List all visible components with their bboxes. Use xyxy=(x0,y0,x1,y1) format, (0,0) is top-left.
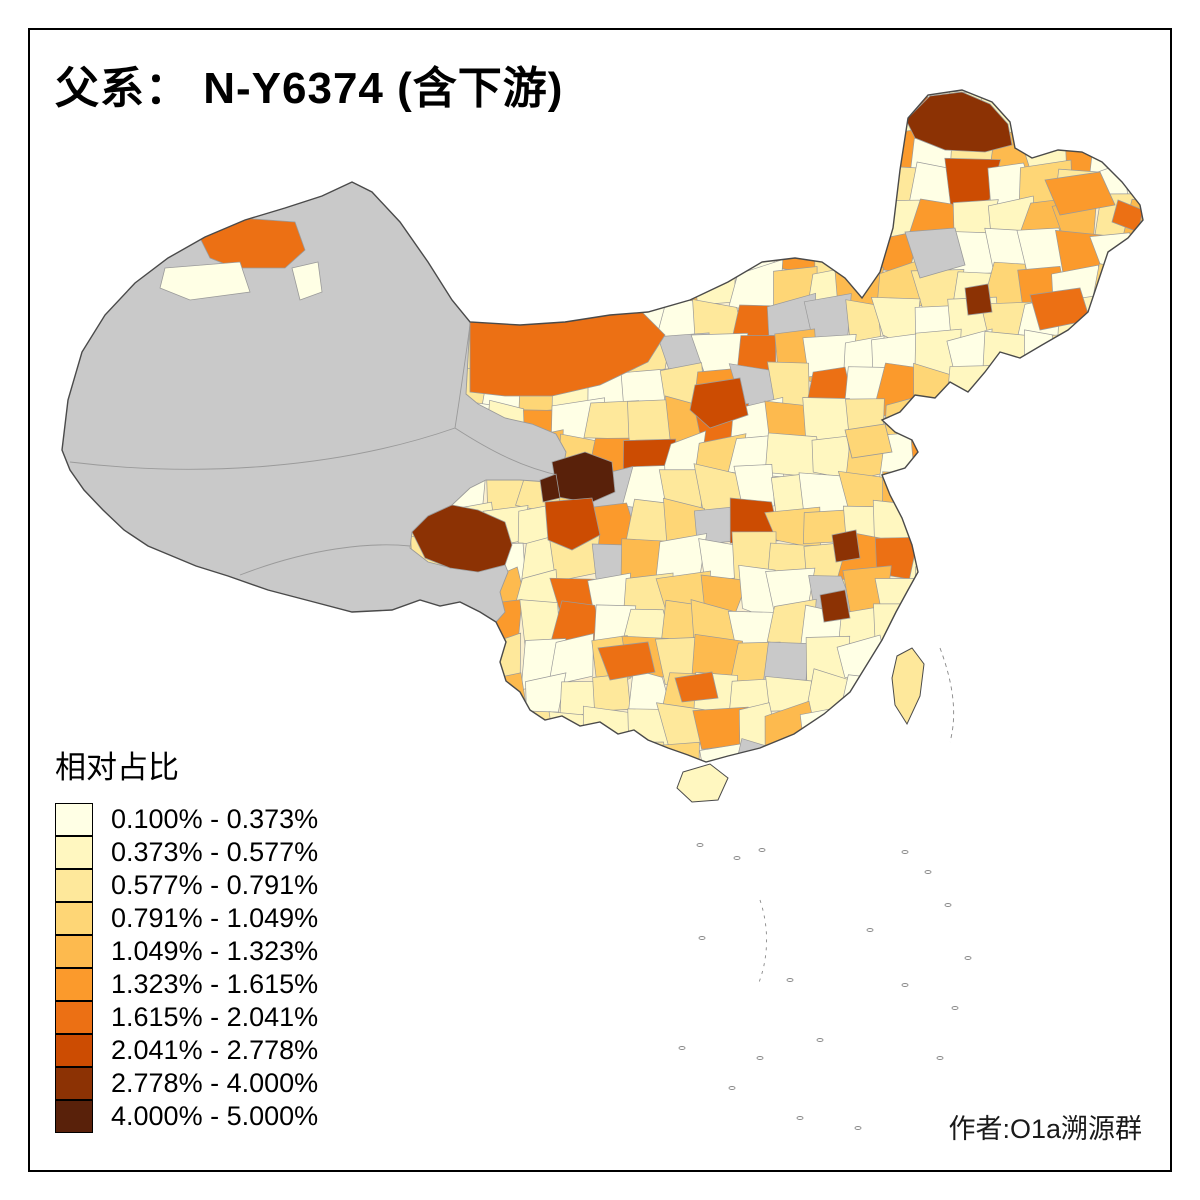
legend-item: 2.041% - 2.778% xyxy=(55,1034,318,1067)
legend-title: 相对占比 xyxy=(55,750,179,785)
legend-item: 1.049% - 1.323% xyxy=(55,935,318,968)
legend-item-label: 0.577% - 0.791% xyxy=(111,870,319,900)
legend-swatch xyxy=(55,1034,93,1067)
legend-item: 1.615% - 2.041% xyxy=(55,1001,318,1034)
legend-item: 1.323% - 1.615% xyxy=(55,968,318,1001)
legend-item-label: 1.615% - 2.041% xyxy=(111,1002,319,1032)
legend-swatch xyxy=(55,1100,93,1133)
legend-item-label: 2.041% - 2.778% xyxy=(111,1035,319,1065)
legend-swatch xyxy=(55,836,93,869)
legend-swatch xyxy=(55,902,93,935)
legend-item-label: 4.000% - 5.000% xyxy=(111,1101,319,1131)
legend-swatch xyxy=(55,1067,93,1100)
legend: 相对占比 0.100% - 0.373% 0.373% - 0.577% 0.5… xyxy=(55,742,318,1133)
legend-item-label: 2.778% - 4.000% xyxy=(111,1068,319,1098)
legend-swatch xyxy=(55,935,93,968)
legend-item: 0.373% - 0.577% xyxy=(55,836,318,869)
legend-item: 2.778% - 4.000% xyxy=(55,1067,318,1100)
legend-swatch xyxy=(55,968,93,1001)
legend-item-label: 1.049% - 1.323% xyxy=(111,936,319,966)
legend-item: 0.100% - 0.373% xyxy=(55,803,318,836)
legend-item-label: 1.323% - 1.615% xyxy=(111,969,319,999)
legend-item-label: 0.373% - 0.577% xyxy=(111,837,319,867)
legend-item: 0.577% - 0.791% xyxy=(55,869,318,902)
legend-item: 0.791% - 1.049% xyxy=(55,902,318,935)
legend-swatch xyxy=(55,1001,93,1034)
legend-item-label: 0.791% - 1.049% xyxy=(111,903,319,933)
map-title: 父系： N-Y6374 (含下游) xyxy=(55,64,564,113)
legend-swatch xyxy=(55,869,93,902)
legend-item: 4.000% - 5.000% xyxy=(55,1100,318,1133)
legend-item-label: 0.100% - 0.373% xyxy=(111,804,319,834)
legend-swatch xyxy=(55,803,93,836)
author-credit: 作者:O1a溯源群 xyxy=(948,1114,1142,1144)
